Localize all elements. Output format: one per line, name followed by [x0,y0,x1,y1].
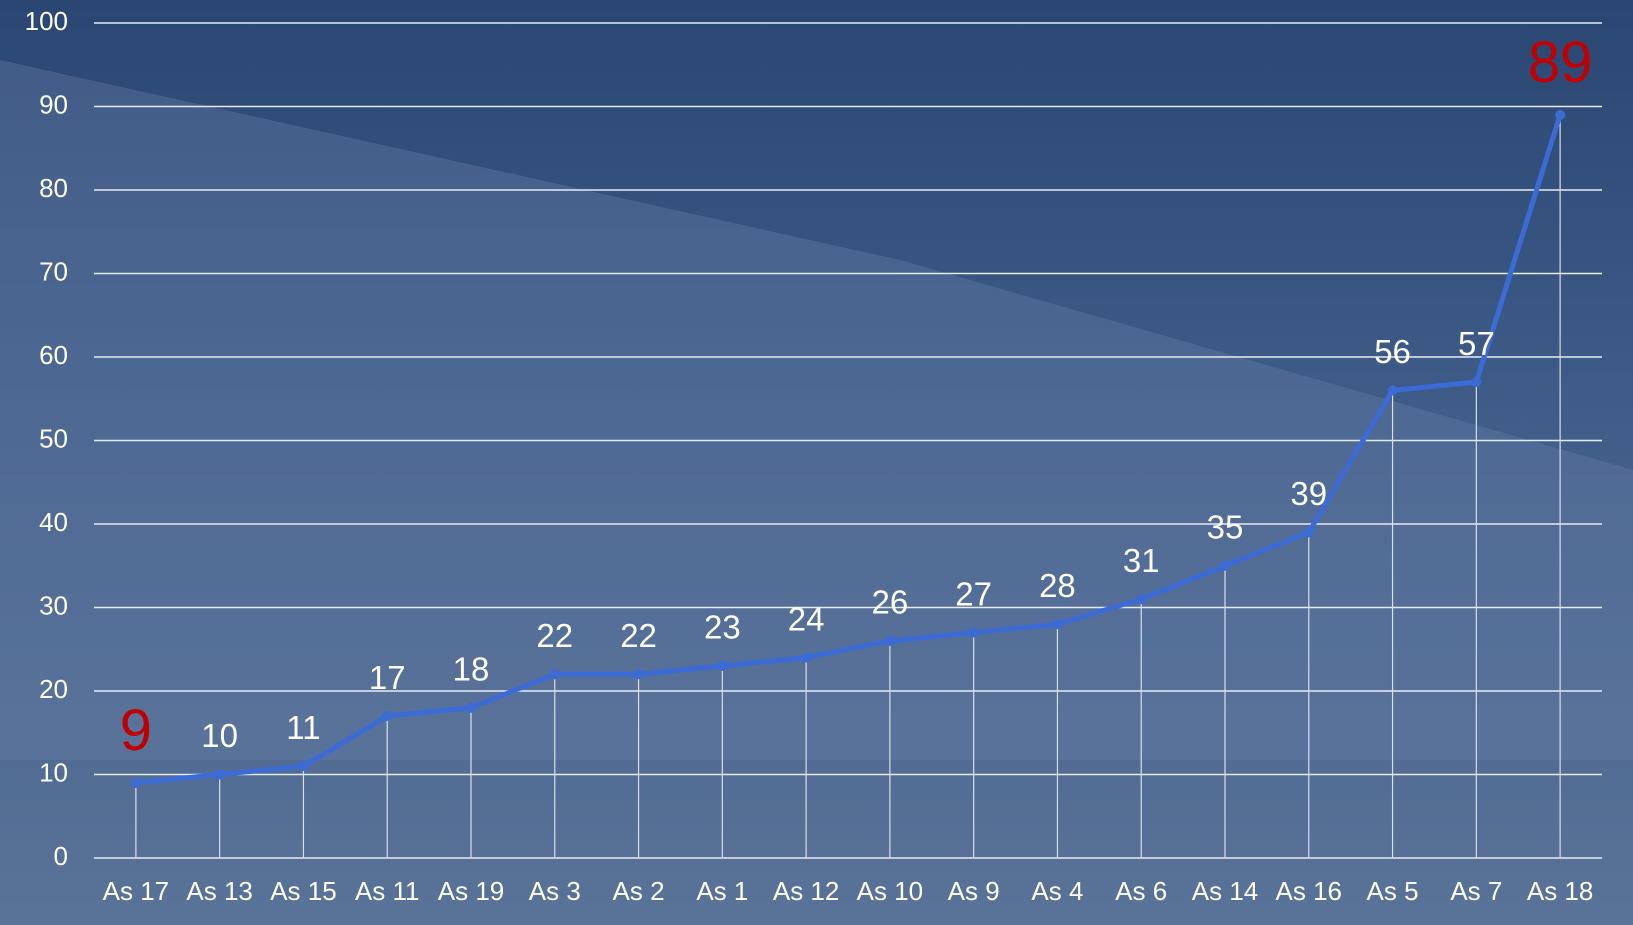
data-label: 24 [788,600,825,637]
x-tick-label: As 1 [696,876,748,906]
data-label: 39 [1290,475,1327,512]
point-marker [968,627,979,638]
y-tick-label: 20 [39,674,68,704]
data-label: 26 [872,584,909,621]
x-tick-label: As 14 [1192,876,1259,906]
y-tick-label: 30 [39,590,68,620]
y-tick-label: 80 [39,173,68,203]
x-tick-label: As 9 [948,876,1000,906]
point-marker [382,711,393,722]
x-tick-label: As 4 [1031,876,1083,906]
point-marker [1471,377,1482,388]
y-tick-label: 100 [25,6,68,36]
point-marker [1220,560,1230,571]
series-line [135,114,1563,786]
x-tick-label: As 18 [1527,876,1594,906]
x-tick-label: As 16 [1276,876,1343,906]
data-label: 57 [1458,325,1495,362]
x-tick-label: As 17 [103,876,170,906]
y-tick-label: 70 [39,256,68,286]
data-label: 56 [1374,333,1411,370]
point-marker [1136,594,1147,605]
y-tick-label: 90 [39,89,68,119]
x-tick-label: As 15 [270,876,337,906]
point-marker [466,702,476,713]
data-label: 28 [1039,567,1076,604]
data-label: 23 [704,609,741,646]
y-tick-label: 0 [54,841,68,871]
x-tick-label: As 10 [857,876,924,906]
x-tick-label: As 13 [186,876,253,906]
point-marker [633,669,644,680]
data-label: 22 [620,617,657,654]
y-tick-label: 50 [39,423,68,453]
point-marker [214,769,225,780]
point-marker [298,761,309,772]
data-label: 11 [286,709,320,746]
point-marker [130,777,141,788]
x-tick-label: As 6 [1115,876,1167,906]
data-label: 35 [1207,508,1244,545]
point-marker [1303,527,1314,538]
data-label: 9 [120,698,152,763]
x-tick-label: As 11 [355,876,420,906]
point-marker [801,652,812,663]
x-tick-label: As 3 [529,876,581,906]
data-label: 31 [1123,542,1160,579]
x-tick-label: As 5 [1367,876,1419,906]
point-marker [1052,619,1063,630]
x-tick-label: As 12 [773,876,840,906]
point-marker [884,635,895,646]
x-tick-label: As 2 [613,876,665,906]
point-marker [1387,385,1398,396]
data-label: 18 [453,650,490,687]
y-tick-label: 40 [39,507,68,537]
y-tick-label: 60 [39,340,68,370]
data-label: 89 [1528,30,1593,95]
point-marker [717,660,728,671]
x-tick-label: As 7 [1450,876,1502,906]
data-label: 22 [536,617,573,654]
point-marker [549,669,560,680]
data-label: 27 [955,575,992,612]
data-label: 17 [369,659,406,696]
point-marker [1555,109,1566,120]
data-label: 10 [201,717,238,754]
y-tick-label: 10 [39,757,68,787]
x-tick-label: As 19 [438,876,505,906]
